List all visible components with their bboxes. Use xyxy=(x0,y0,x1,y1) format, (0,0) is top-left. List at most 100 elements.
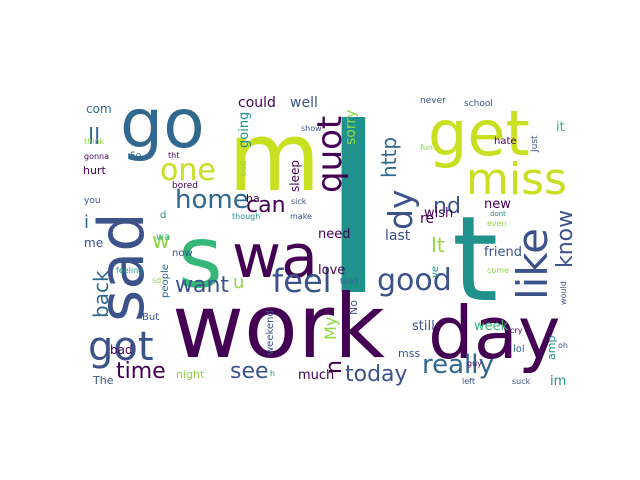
word-ha-63: ha xyxy=(246,192,260,205)
word-much-47: much xyxy=(298,368,334,383)
word-got-14: got xyxy=(88,324,154,370)
word-wa-99: wa xyxy=(156,232,170,243)
word-weekend-58: weekend xyxy=(265,310,276,355)
word-home-19: home xyxy=(175,185,249,215)
word-miss-10: miss xyxy=(466,154,567,205)
word-even-90: even xyxy=(487,219,507,228)
word-can-24: can xyxy=(246,193,286,218)
word-im-51: im xyxy=(550,374,566,389)
word-n-31: n xyxy=(322,360,347,374)
word-tht-83: tht xyxy=(168,151,179,160)
word-night-57: night xyxy=(176,368,205,381)
word-oh-93: oh xyxy=(558,341,568,350)
word-time-20: time xyxy=(116,359,166,384)
word-sd-96: sd xyxy=(152,276,161,285)
word-it-52: it xyxy=(556,120,565,135)
word-school-72: school xyxy=(464,99,493,109)
word-h-95: h xyxy=(270,369,275,378)
word-though-76: though xyxy=(232,212,260,221)
word-t-9: t xyxy=(452,190,498,328)
word-one-18: one xyxy=(160,153,216,188)
word-you-87: you xyxy=(84,196,101,206)
word-love-46: love xyxy=(318,263,345,278)
word-m-2: m xyxy=(228,103,321,213)
word-show-75: show xyxy=(301,124,322,133)
word-http-26: http xyxy=(377,137,401,178)
word-need-41: need xyxy=(318,227,351,242)
word-w-32: w xyxy=(152,229,170,254)
word-it-27: It xyxy=(431,233,445,257)
word-cry-79: cry xyxy=(510,326,523,335)
word-fun-74: fun xyxy=(420,143,433,152)
word-no-62: No xyxy=(347,300,360,315)
word-people-69: people xyxy=(160,264,171,298)
word-ve-61: ve xyxy=(430,266,441,278)
word-lol-68: lol xyxy=(513,344,525,355)
word-d-94: d xyxy=(160,210,166,221)
word-wa-8: wa xyxy=(232,222,318,292)
word-sleep-40: sleep xyxy=(288,160,302,192)
word-sorry-39: sorry xyxy=(343,110,359,145)
word-work-1: work xyxy=(172,275,385,378)
word-get-4: get xyxy=(428,97,530,170)
word-well-37: well xyxy=(290,95,318,111)
word-still-48: still xyxy=(412,319,435,334)
word-see-22: see xyxy=(230,359,269,384)
word-com-53: com xyxy=(86,102,112,116)
word-wish-43: wish xyxy=(424,206,453,221)
word-quot-12: quot xyxy=(310,116,350,193)
word-guy-91: guy xyxy=(467,359,482,368)
word-day-3: day xyxy=(428,291,560,375)
word-gonna-85: gonna xyxy=(84,152,109,161)
word-ll-30: ll xyxy=(88,125,100,150)
word-go-5: go xyxy=(120,85,205,164)
word-know-25: know xyxy=(553,210,578,268)
word-hate-66: hate xyxy=(494,136,517,147)
word-i-34: i xyxy=(84,212,89,233)
word-just-73: Just xyxy=(530,135,540,153)
word-hurt-64: hurt xyxy=(83,164,106,177)
word-u-33: u xyxy=(233,272,244,293)
word-me-54: me xyxy=(84,236,103,250)
word-feel-15: feel xyxy=(272,262,332,300)
word-come-89: come xyxy=(487,266,509,275)
word-want-23: want xyxy=(175,273,229,298)
word-suck-81: suck xyxy=(512,377,531,386)
word-new-50: new xyxy=(484,197,511,212)
word-week-49: week xyxy=(474,319,509,334)
word-could-36: could xyxy=(238,95,276,111)
word-bad-55: bad xyxy=(110,343,133,357)
word-re-45: re xyxy=(420,211,434,227)
word-nd-28: nd xyxy=(433,194,461,219)
word-today-21: today xyxy=(345,362,408,387)
word-sad-6: sad xyxy=(85,212,158,322)
word-bored-70: bored xyxy=(172,181,198,191)
word-now-60: now xyxy=(172,248,193,259)
word-last-42: last xyxy=(385,228,411,244)
word-amp-65: amp xyxy=(545,336,558,360)
word-left-80: left xyxy=(462,377,475,386)
word-s-7: s xyxy=(178,208,223,308)
word-i-0: I xyxy=(318,69,389,349)
word-my-35: My xyxy=(321,317,340,340)
word-back-29: back xyxy=(89,270,113,318)
word-dont-98: dont xyxy=(490,210,506,218)
word-like-11: like xyxy=(508,228,557,300)
word-but-67: But xyxy=(142,312,159,323)
word-dy-13: dy xyxy=(381,190,420,230)
word-tired-78: tired xyxy=(340,277,358,286)
word-sick-82: sick xyxy=(291,197,307,206)
word-think-84: think xyxy=(84,137,105,146)
word-make-77: make xyxy=(290,212,312,221)
word-going-38: going xyxy=(237,112,252,148)
word-never-71: never xyxy=(420,96,446,106)
word-good-16: good xyxy=(377,263,452,298)
word-really-17: really xyxy=(422,350,494,380)
word-feeling-88: feeling xyxy=(116,266,143,275)
word-the-56: The xyxy=(92,374,114,387)
word-mss-59: mss xyxy=(398,347,420,360)
word-would-92: would xyxy=(559,281,568,305)
